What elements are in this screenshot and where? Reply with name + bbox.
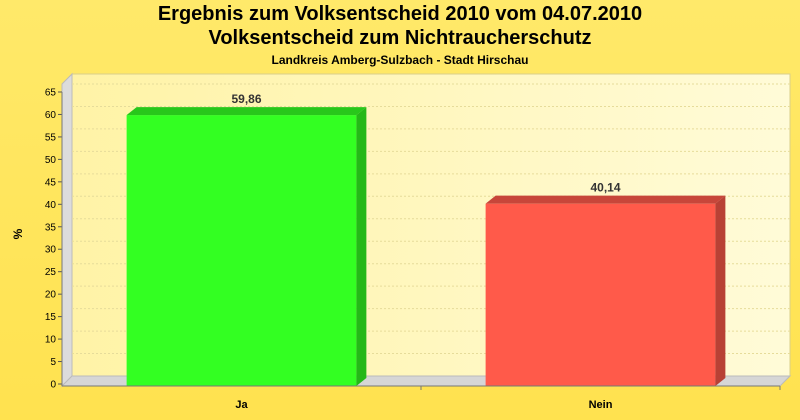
y-tick-label: 45 (45, 177, 57, 188)
category-label: Ja (235, 399, 248, 411)
y-tick-label: 50 (45, 155, 57, 166)
chart-region: Landkreis Amberg-Sulzbach - Stadt Hirsch… (271, 53, 529, 67)
y-tick-label: 60 (45, 110, 57, 121)
bar-side (715, 195, 726, 386)
y-tick-label: 5 (50, 357, 56, 368)
plot-left-wall (61, 72, 73, 388)
y-tick-label: 0 (50, 380, 56, 391)
y-tick-label: 30 (45, 245, 57, 256)
chart-title: Ergebnis zum Volksentscheid 2010 vom 04.… (157, 3, 643, 25)
y-tick-label: 10 (45, 335, 57, 346)
category-label: Nein (589, 399, 613, 411)
y-tick-label: 25 (45, 267, 57, 278)
y-tick-label: 20 (45, 290, 57, 301)
y-tick-label: 35 (45, 222, 57, 233)
bar (485, 203, 716, 386)
bar-top (485, 195, 726, 204)
y-tick-label: 15 (45, 312, 57, 323)
bar-side (356, 107, 367, 387)
y-axis-label: % (11, 228, 25, 239)
y-tick-label: 40 (45, 200, 57, 211)
data-label: 40,14 (590, 181, 620, 195)
bar (126, 115, 357, 387)
y-tick-label: 65 (45, 88, 57, 99)
data-label: 59,86 (231, 92, 261, 106)
bar-top (126, 107, 367, 116)
chart-subtitle: Volksentscheid zum Nichtraucherschutz (208, 27, 592, 49)
y-tick-label: 55 (45, 132, 57, 143)
